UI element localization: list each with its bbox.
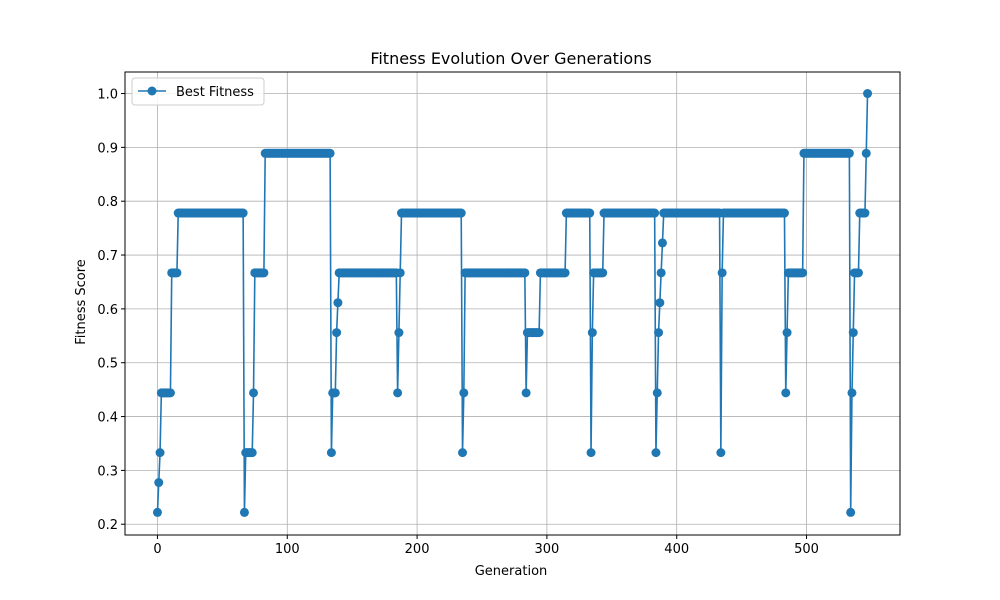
data-point [656, 268, 666, 278]
data-point [238, 208, 248, 218]
y-tick-label: 0.4 [97, 411, 118, 426]
data-point [456, 208, 466, 218]
data-point [520, 268, 530, 278]
x-tick-label: 0 [153, 542, 161, 557]
y-tick-label: 0.8 [97, 195, 118, 210]
y-tick-label: 1.0 [97, 88, 118, 103]
data-point [522, 328, 532, 338]
data-point [325, 148, 335, 158]
data-point [587, 328, 597, 338]
data-point [655, 298, 665, 308]
data-point [247, 448, 257, 458]
data-point [397, 208, 407, 218]
legend-label: Best Fitness [176, 85, 254, 100]
data-point [861, 148, 871, 158]
data-point [173, 208, 183, 218]
x-axis-label: Generation [475, 564, 548, 579]
data-point [659, 208, 669, 218]
data-point [782, 328, 792, 338]
data-point [156, 388, 166, 398]
data-point [650, 208, 660, 218]
chart-title: Fitness Evolution Over Generations [370, 49, 651, 68]
data-point [165, 388, 175, 398]
x-tick-label: 300 [534, 542, 559, 557]
data-point [239, 507, 249, 517]
data-point [154, 478, 164, 488]
legend-box [131, 77, 265, 106]
data-point [853, 268, 863, 278]
data-point [330, 388, 340, 398]
data-point [718, 208, 728, 218]
data-point [783, 268, 793, 278]
data-point [781, 388, 791, 398]
data-point [846, 507, 856, 517]
data-point [259, 268, 269, 278]
data-point [250, 268, 260, 278]
data-point [241, 448, 251, 458]
x-tick-label: 100 [275, 542, 300, 557]
data-point [393, 388, 403, 398]
data-point [458, 448, 468, 458]
data-point [586, 448, 596, 458]
y-tick-label: 0.3 [97, 464, 118, 479]
data-point [152, 507, 162, 517]
data-point [716, 448, 726, 458]
data-point [459, 388, 469, 398]
y-tick-label: 0.7 [97, 249, 118, 264]
x-tick-label: 400 [664, 542, 689, 557]
data-point [585, 208, 595, 218]
data-point [863, 89, 873, 99]
legend: Best Fitness [131, 77, 265, 106]
data-point [394, 328, 404, 338]
data-point [260, 148, 270, 158]
x-tick-label: 200 [405, 542, 430, 557]
y-tick-label: 0.6 [97, 303, 118, 318]
data-point [333, 298, 343, 308]
data-point [848, 328, 858, 338]
data-point [521, 388, 531, 398]
data-point [172, 268, 182, 278]
data-point [395, 268, 405, 278]
data-point [779, 208, 789, 218]
data-point [651, 448, 661, 458]
data-point [844, 148, 854, 158]
data-point [326, 448, 336, 458]
y-tick-label: 0.2 [97, 518, 118, 533]
data-point [534, 328, 544, 338]
data-point [535, 268, 545, 278]
data-point [598, 268, 608, 278]
y-tick-label: 0.5 [97, 357, 118, 372]
data-point [860, 208, 870, 218]
series-line [156, 93, 869, 513]
data-point [654, 328, 664, 338]
data-point [561, 208, 571, 218]
data-point [799, 148, 809, 158]
data-point [599, 208, 609, 218]
data-point [589, 268, 599, 278]
data-point [460, 268, 470, 278]
y-tick-label: 0.9 [97, 141, 118, 156]
data-point [560, 268, 570, 278]
data-point [847, 388, 857, 398]
data-point [798, 268, 808, 278]
plot-area: 0 100 200 300 400 500 0.2 0.3 0.4 0.5 0.6 0.7 0.8 0.9… [97, 71, 901, 557]
data-point [334, 268, 344, 278]
data-point [657, 238, 667, 248]
data-point [155, 448, 165, 458]
y-axis-label: Fitness Score [74, 259, 89, 345]
data-point [332, 328, 342, 338]
x-tick-label: 500 [794, 542, 819, 557]
data-point [652, 388, 662, 398]
data-point [249, 388, 259, 398]
data-point [717, 268, 727, 278]
axes-frame [124, 71, 901, 536]
legend-marker [147, 86, 157, 96]
